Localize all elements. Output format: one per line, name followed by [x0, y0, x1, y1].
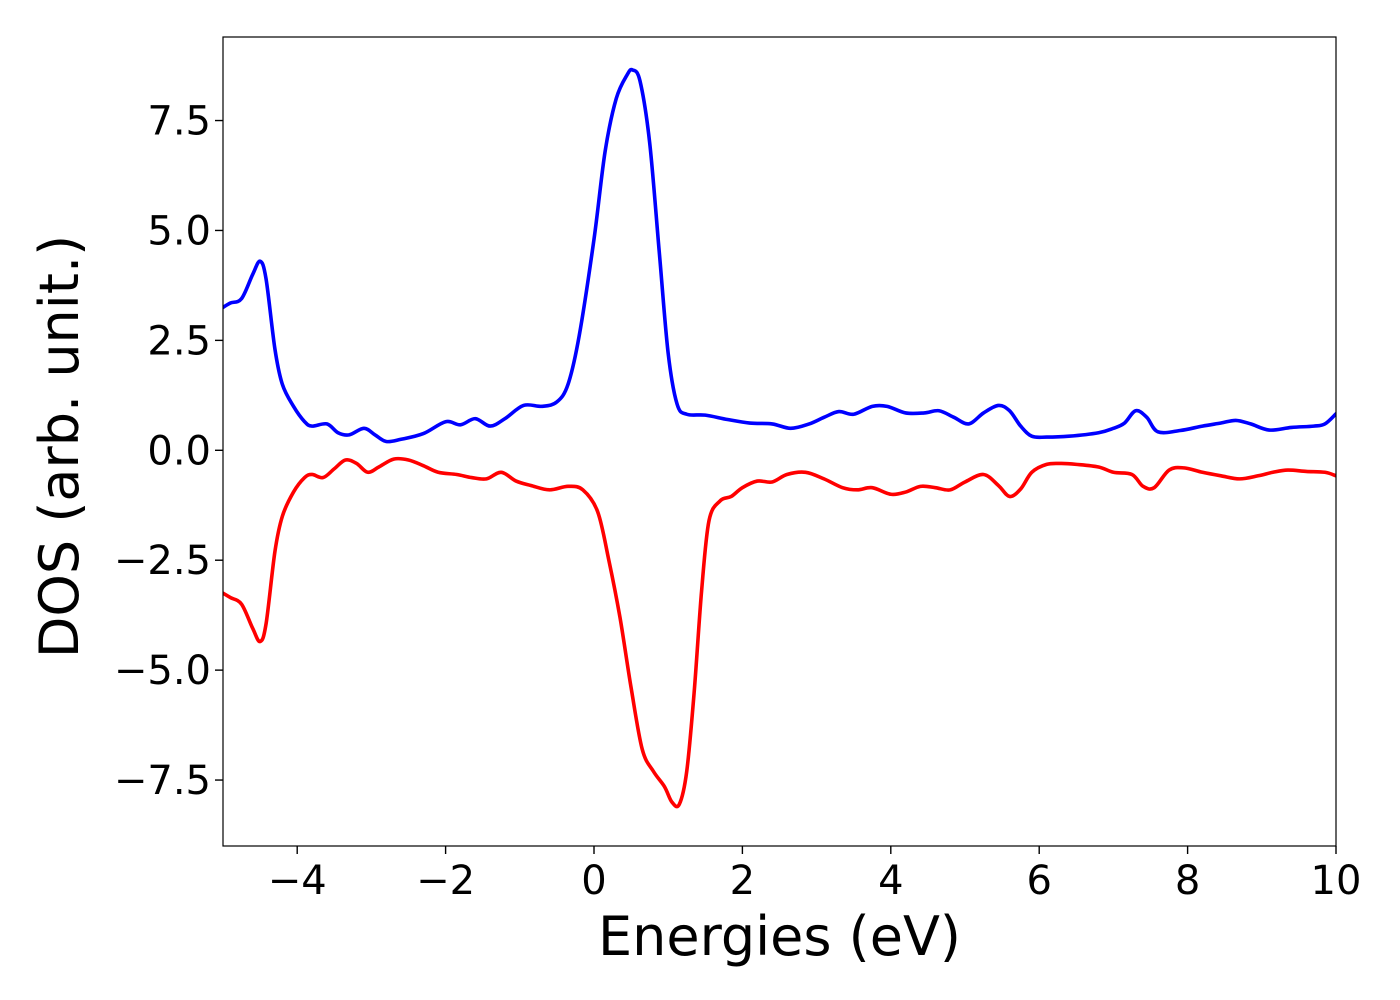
- plot-area: [223, 67, 1336, 809]
- x-tick-label: 10: [1311, 858, 1362, 904]
- x-tick-label: 6: [1026, 858, 1051, 904]
- y-tick-label: −7.5: [114, 758, 211, 804]
- y-tick-label: −2.5: [114, 538, 211, 584]
- y-axis: 7.5 5.0 2.5 0.0 −2.5 −5.0 −7.5: [114, 99, 223, 804]
- y-tick-label: 7.5: [147, 99, 211, 145]
- x-tick-label: 4: [878, 858, 903, 904]
- x-tick-label: −2: [416, 858, 475, 904]
- x-axis: −4 −2 0 2 4 6 8 10: [268, 846, 1362, 904]
- x-tick-label: −4: [268, 858, 327, 904]
- y-axis-label: DOS (arb. unit.): [28, 235, 91, 658]
- axes-frame: [222, 36, 1337, 847]
- y-tick-label: −5.0: [114, 648, 211, 694]
- series-line-spin-down: [223, 456, 1336, 809]
- y-tick-label: 0.0: [147, 428, 211, 474]
- y-tick-label: 2.5: [147, 318, 211, 364]
- x-axis-label: Energies (eV): [598, 905, 961, 968]
- x-tick-label: 8: [1175, 858, 1200, 904]
- y-tick-label: 5.0: [147, 208, 211, 254]
- series-line-spin-up: [223, 67, 1336, 444]
- x-tick-label: 2: [730, 858, 755, 904]
- x-tick-label: 0: [581, 858, 606, 904]
